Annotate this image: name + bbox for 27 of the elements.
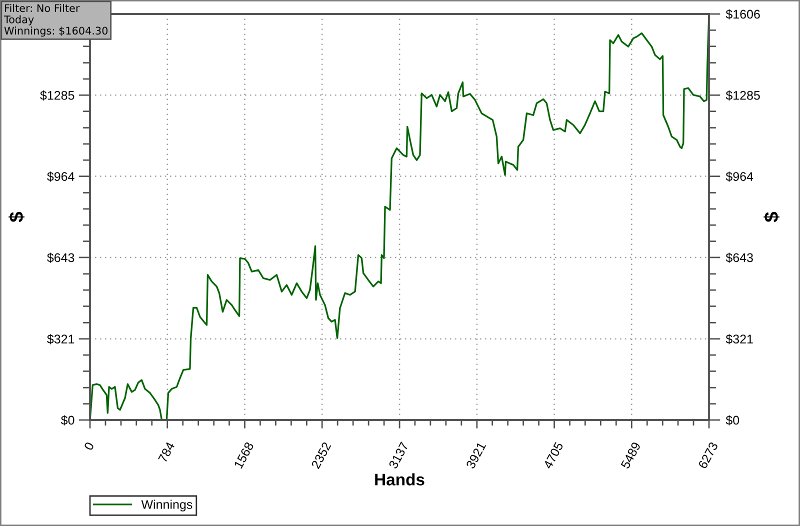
x-tick-label: 0 xyxy=(84,441,94,451)
y-axis-title: $ xyxy=(8,212,24,222)
y2-axis-title: $ xyxy=(764,212,780,222)
x-tick-label: 3921 xyxy=(466,442,486,470)
x-tick-label: 1568 xyxy=(234,441,254,469)
y2-tick-label: $0 xyxy=(726,415,740,426)
legend-label: Winnings xyxy=(141,500,192,512)
y2-tick-label: $1285 xyxy=(726,90,760,101)
text: Filter: No Filter xyxy=(5,4,80,12)
y-tick-label: $0 xyxy=(60,415,74,426)
x-axis-title: Hands xyxy=(375,473,424,486)
text: Today xyxy=(4,15,34,26)
x-tick-label: 3137 xyxy=(388,442,409,470)
y2-tick-label: $1606 xyxy=(726,9,760,20)
y-tick-label: $643 xyxy=(47,252,74,263)
x-tick-label: 5489 xyxy=(620,442,641,470)
annotation: Winnings: $1604.30 xyxy=(4,26,108,37)
x-tick-label: 2352 xyxy=(311,442,332,470)
y-tick-label: $1285 xyxy=(40,90,74,101)
y2-tick-label: $643 xyxy=(726,252,753,263)
x-tick-label: 784 xyxy=(158,441,176,463)
x-tick-label: 4705 xyxy=(543,441,564,470)
y-tick-label: $321 xyxy=(47,334,74,344)
y-tick-label: $964 xyxy=(47,172,74,182)
y2-tick-label: $321 xyxy=(726,334,753,344)
x-tick-label: 6273 xyxy=(698,441,718,470)
y2-tick-label: $964 xyxy=(726,172,754,182)
